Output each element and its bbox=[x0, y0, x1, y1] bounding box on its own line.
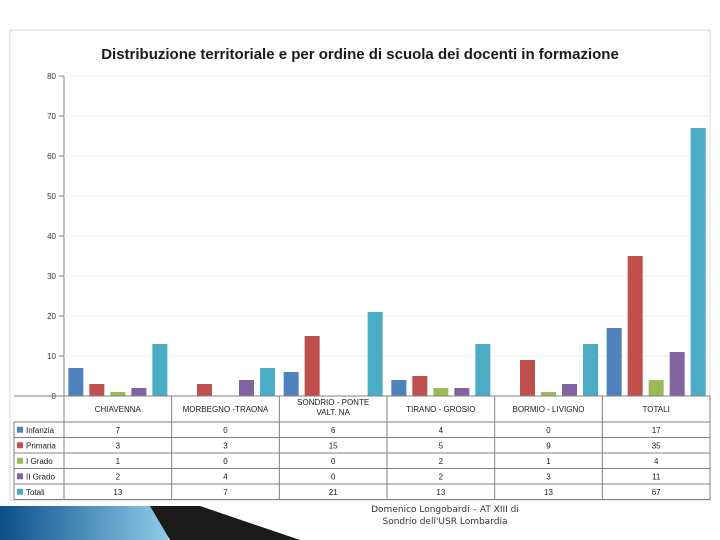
bar bbox=[669, 352, 685, 396]
data-table-cell: 0 bbox=[331, 457, 336, 466]
y-tick-label: 50 bbox=[47, 192, 56, 201]
bar bbox=[433, 388, 449, 396]
data-table-cell: 4 bbox=[223, 472, 228, 481]
x-category-label: TOTALI bbox=[643, 405, 670, 414]
legend-swatch bbox=[17, 442, 23, 449]
bar bbox=[606, 328, 622, 396]
bar bbox=[152, 344, 168, 396]
data-table-cell: 6 bbox=[331, 426, 336, 435]
bar bbox=[367, 312, 383, 396]
x-category-label: TIRANO - GROSIO bbox=[406, 405, 475, 414]
data-table-cell: 13 bbox=[544, 488, 553, 497]
bar bbox=[391, 380, 407, 396]
bar bbox=[412, 376, 428, 396]
bar bbox=[562, 384, 577, 396]
data-table-cell: 13 bbox=[436, 488, 445, 497]
data-table-cell: 67 bbox=[652, 488, 661, 497]
data-table-cell: 7 bbox=[116, 426, 121, 435]
data-table-cell: 11 bbox=[652, 472, 661, 481]
data-table-cell: 0 bbox=[331, 472, 336, 481]
footer-credit: Domenico Longobardi – AT XIII di Sondrio… bbox=[330, 504, 560, 528]
legend-label: I Grado bbox=[26, 457, 53, 466]
data-table-cell: 4 bbox=[654, 457, 659, 466]
x-category-label: BORMIO - LIVIGNO bbox=[512, 405, 584, 414]
data-table-cell: 21 bbox=[329, 488, 338, 497]
dark-wedge bbox=[150, 506, 300, 540]
data-table-cell: 9 bbox=[546, 441, 551, 450]
data-table-cell: 0 bbox=[223, 457, 228, 466]
data-table-cell: 2 bbox=[439, 457, 444, 466]
bar bbox=[520, 360, 535, 396]
y-tick-label: 70 bbox=[47, 112, 56, 121]
bar bbox=[541, 392, 556, 396]
data-table-cell: 0 bbox=[546, 426, 551, 435]
x-category-label: SONDRIO - PONTE bbox=[297, 398, 369, 407]
data-table-cell: 13 bbox=[113, 488, 122, 497]
legend-swatch bbox=[17, 488, 23, 495]
data-table-cell: 17 bbox=[652, 426, 661, 435]
y-tick-label: 40 bbox=[47, 232, 56, 241]
data-table-cell: 1 bbox=[546, 457, 551, 466]
bar bbox=[454, 388, 470, 396]
bar bbox=[304, 336, 320, 396]
bar bbox=[110, 392, 126, 396]
y-tick-label: 60 bbox=[47, 152, 56, 161]
data-table-cell: 3 bbox=[116, 441, 121, 450]
data-table-cell: 15 bbox=[329, 441, 338, 450]
footer-line-2: Sondrio dell'USR Lombardia bbox=[382, 517, 508, 527]
chart-title: Distribuzione territoriale e per ordine … bbox=[101, 46, 619, 63]
x-category-label: CHIAVENNA bbox=[95, 405, 142, 414]
legend-swatch bbox=[17, 473, 23, 480]
bar bbox=[283, 372, 299, 396]
legend-label: Infanzia bbox=[26, 426, 55, 435]
legend-label: Primaria bbox=[26, 441, 56, 450]
footer-decoration bbox=[0, 506, 300, 540]
y-tick-label: 30 bbox=[47, 272, 56, 281]
bar bbox=[89, 384, 105, 396]
bar bbox=[648, 380, 664, 396]
bar bbox=[68, 368, 84, 396]
data-table-cell: 5 bbox=[439, 441, 444, 450]
bar bbox=[583, 344, 598, 396]
y-tick-label: 20 bbox=[47, 312, 56, 321]
data-table-cell: 35 bbox=[652, 441, 661, 450]
legend-label: Totali bbox=[26, 488, 45, 497]
bar bbox=[131, 388, 147, 396]
bar bbox=[197, 384, 212, 396]
bar bbox=[239, 380, 254, 396]
bar bbox=[260, 368, 275, 396]
data-table-cell: 0 bbox=[223, 426, 228, 435]
data-table-cell: 2 bbox=[116, 472, 121, 481]
y-tick-label: 10 bbox=[47, 352, 56, 361]
data-table-cell: 2 bbox=[439, 472, 444, 481]
legend-swatch bbox=[17, 426, 23, 433]
blue-stripe bbox=[0, 506, 168, 540]
bar bbox=[627, 256, 643, 396]
x-category-label: VALT. NA bbox=[316, 408, 350, 417]
data-table-cell: 3 bbox=[546, 472, 551, 481]
legend-swatch bbox=[17, 457, 23, 464]
data-table-cell: 1 bbox=[116, 457, 121, 466]
bar bbox=[475, 344, 491, 396]
legend-label: II Grado bbox=[26, 472, 55, 481]
footer-line-1: Domenico Longobardi – AT XIII di bbox=[371, 505, 519, 515]
data-table-cell: 4 bbox=[439, 426, 444, 435]
data-table-cell: 7 bbox=[223, 488, 228, 497]
x-category-label: MORBEGNO -TRAONA bbox=[183, 405, 269, 414]
bar bbox=[690, 128, 706, 396]
data-table-cell: 3 bbox=[223, 441, 228, 450]
y-tick-label: 80 bbox=[47, 72, 56, 81]
